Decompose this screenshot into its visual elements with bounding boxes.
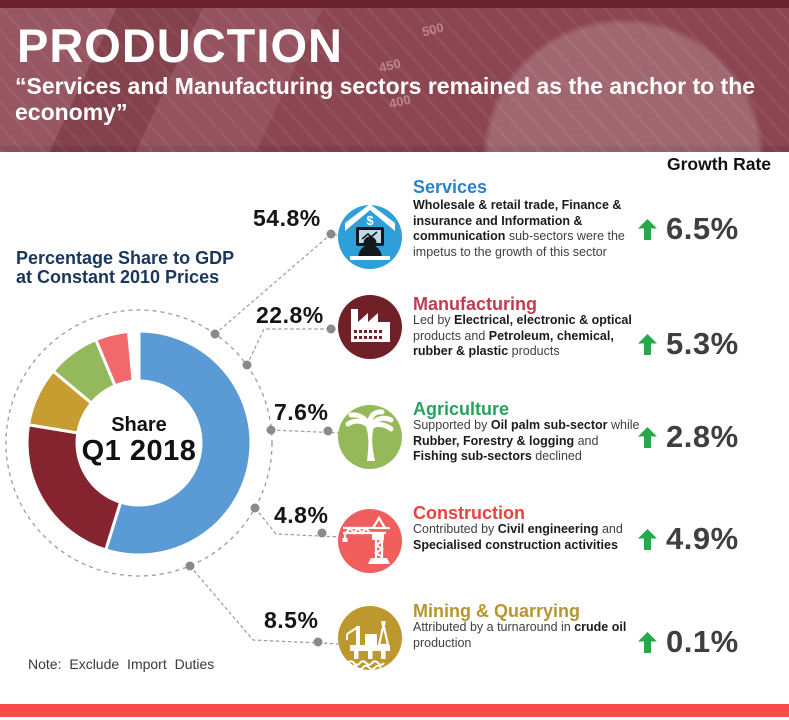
growth-rate-value: 6.5% bbox=[666, 211, 739, 246]
growth-rate-value: 0.1% bbox=[666, 624, 739, 659]
share-label-manufacturing: 22.8% bbox=[256, 302, 324, 328]
section-description: Wholesale & retail trade, Finance & insu… bbox=[413, 198, 625, 259]
chart-caption-line2: at Constant 2010 Prices bbox=[16, 267, 220, 287]
svg-text:$: $ bbox=[366, 213, 374, 228]
donut-slice-construction bbox=[94, 330, 135, 388]
growth-rate-construction: 4.9% bbox=[638, 521, 739, 556]
footnote: Note: Exclude Import Duties bbox=[28, 656, 215, 672]
page-title: PRODUCTION bbox=[17, 19, 343, 72]
section-description: Attributed by a turnaround in crude oil … bbox=[413, 620, 627, 650]
share-label-mining: 8.5% bbox=[264, 607, 319, 633]
chart-caption-line1: Percentage Share to GDP bbox=[16, 248, 235, 268]
connector-manufacturing bbox=[246, 328, 341, 366]
growth-rate-value: 2.8% bbox=[666, 419, 739, 454]
up-arrow-icon bbox=[638, 333, 657, 355]
section-description: Contributed by Civil engineering and Spe… bbox=[413, 522, 623, 552]
growth-rate-agriculture: 2.8% bbox=[638, 419, 739, 454]
connector-agriculture bbox=[270, 429, 342, 434]
section-construction: Construction Contributed by Civil engine… bbox=[338, 503, 788, 608]
bottom-accent-bar bbox=[0, 704, 789, 717]
up-arrow-icon bbox=[638, 631, 657, 653]
section-title: Agriculture bbox=[413, 399, 510, 419]
section-title: Mining & Quarrying bbox=[413, 601, 581, 621]
section-title: Services bbox=[413, 177, 488, 197]
donut-center-line2: Q1 2018 bbox=[81, 435, 197, 467]
header-background-photo bbox=[0, 0, 789, 152]
section-mining: Mining & Quarrying Attributed by a turna… bbox=[338, 601, 788, 706]
factory-icon bbox=[338, 295, 402, 359]
crane-icon bbox=[338, 509, 402, 573]
oil-rig-icon bbox=[338, 606, 402, 670]
services-money-computer-icon: $ bbox=[338, 205, 402, 269]
section-title: Construction bbox=[413, 503, 525, 523]
growth-rate-value: 5.3% bbox=[666, 326, 739, 361]
growth-rate-mining: 0.1% bbox=[638, 624, 739, 659]
section-services: $ Services Wholesale & retail trade, Fin… bbox=[338, 177, 788, 282]
chart-caption: Percentage Share to GDP at Constant 2010… bbox=[16, 249, 234, 287]
header-banner: 500 450 400 PRODUCTION “Services and Man… bbox=[0, 0, 789, 152]
share-label-construction: 4.8% bbox=[274, 502, 329, 528]
section-description: Led by Electrical, electronic & optical … bbox=[413, 313, 632, 358]
up-arrow-icon bbox=[638, 426, 657, 448]
donut-center-line1: Share bbox=[111, 414, 167, 436]
share-label-agriculture: 7.6% bbox=[274, 399, 329, 425]
growth-rate-column-header: Growth Rate bbox=[666, 154, 772, 174]
growth-rate-value: 4.9% bbox=[666, 521, 739, 556]
donut-center-label: Share Q1 2018 bbox=[54, 414, 224, 466]
growth-rate-services: 6.5% bbox=[638, 211, 739, 246]
section-manufacturing: Manufacturing Led by Electrical, electro… bbox=[338, 294, 788, 399]
palm-tree-icon bbox=[338, 405, 402, 469]
share-label-services: 54.8% bbox=[253, 205, 321, 231]
section-agriculture: Agriculture Supported by Oil palm sub-se… bbox=[338, 399, 788, 504]
header-subtitle-quote: “Services and Manufacturing sectors rema… bbox=[15, 73, 756, 125]
up-arrow-icon bbox=[638, 218, 657, 240]
growth-rate-manufacturing: 5.3% bbox=[638, 326, 739, 361]
donut-slice-agriculture bbox=[51, 338, 117, 405]
header-top-strip bbox=[0, 0, 789, 8]
section-description: Supported by Oil palm sub-sector while R… bbox=[413, 418, 640, 463]
up-arrow-icon bbox=[638, 528, 657, 550]
section-title: Manufacturing bbox=[413, 294, 537, 314]
